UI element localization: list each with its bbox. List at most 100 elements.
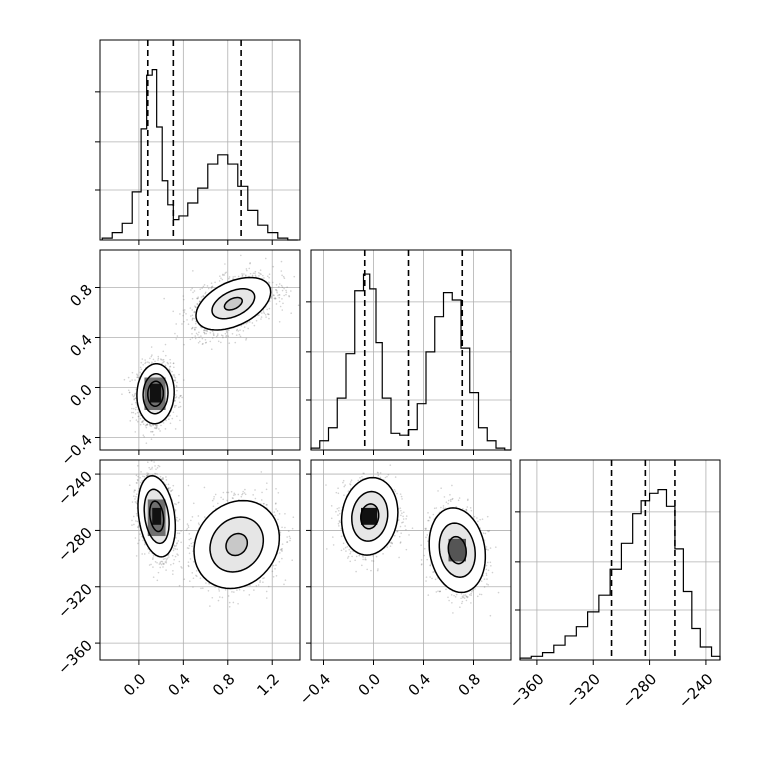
contour-line — [211, 288, 256, 320]
sample-point — [162, 478, 164, 481]
sample-point — [174, 508, 177, 511]
sample-point — [170, 563, 172, 566]
sample-point — [297, 304, 300, 307]
sample-point — [167, 488, 170, 491]
sample-point — [139, 366, 142, 369]
sample-point — [144, 359, 146, 361]
sample-point — [194, 305, 196, 307]
sample-point — [205, 332, 208, 335]
sample-point — [175, 542, 178, 545]
sample-point — [133, 523, 135, 526]
sample-point — [174, 376, 177, 379]
sample-point — [156, 473, 159, 475]
sample-point — [132, 407, 135, 410]
sample-point — [133, 491, 135, 493]
sample-point — [191, 297, 194, 300]
sample-point — [203, 331, 205, 333]
sample-point — [209, 340, 212, 343]
sample-point — [131, 403, 133, 406]
sample-point — [148, 362, 151, 364]
sample-point — [157, 571, 160, 574]
sample-point — [137, 415, 140, 418]
sample-point — [169, 365, 172, 368]
sample-point — [217, 333, 219, 335]
sample-point — [172, 362, 175, 365]
sample-point — [290, 312, 292, 314]
sample-point — [150, 460, 153, 462]
sample-point — [146, 423, 149, 426]
sample-point — [152, 558, 154, 561]
sample-point — [251, 322, 254, 324]
sample-point — [131, 519, 133, 522]
sample-point — [222, 335, 224, 337]
sample-point — [137, 464, 139, 467]
sample-point — [135, 555, 138, 557]
sample-point — [207, 287, 210, 290]
sample-point — [264, 257, 267, 260]
sample-point — [142, 423, 145, 425]
sample-point — [158, 465, 161, 468]
sample-point — [136, 376, 139, 378]
sample-point — [155, 426, 158, 428]
sample-point — [145, 452, 147, 454]
sample-point — [157, 359, 159, 361]
sample-point — [173, 400, 176, 402]
sample-point — [191, 326, 194, 329]
sample-point — [131, 416, 134, 419]
sample-point — [245, 274, 247, 276]
sample-point — [196, 303, 199, 306]
sample-point — [144, 361, 147, 364]
sample-point — [264, 313, 267, 316]
sample-point — [165, 479, 168, 481]
sample-point — [245, 339, 247, 341]
sample-point — [174, 428, 177, 430]
sample-point — [267, 281, 270, 283]
sample-point — [197, 333, 199, 336]
sample-point — [262, 311, 265, 313]
sample-point — [194, 327, 196, 329]
sample-point — [173, 366, 175, 369]
sample-point — [161, 560, 164, 563]
sample-point — [175, 404, 177, 407]
sample-point — [136, 478, 139, 481]
sample-point — [173, 374, 176, 376]
sample-point — [288, 294, 290, 297]
sample-point — [225, 334, 228, 337]
sample-point — [182, 295, 185, 297]
sample-point — [150, 451, 152, 453]
sample-point — [241, 275, 244, 277]
sample-point — [165, 476, 167, 478]
sample-point — [141, 421, 144, 423]
sample-point — [215, 335, 218, 338]
sample-point — [154, 427, 157, 429]
sample-point — [255, 319, 258, 322]
sample-point — [141, 358, 144, 360]
sample-point — [210, 287, 213, 289]
sample-point — [134, 498, 136, 500]
sample-point — [136, 373, 138, 376]
sample-point — [173, 544, 176, 547]
sample-point — [275, 283, 278, 286]
sample-point — [157, 464, 160, 467]
sample-point — [205, 329, 207, 332]
sample-point — [285, 289, 287, 292]
sample-point — [227, 335, 230, 337]
sample-point — [145, 442, 148, 444]
x-tick-label: −320 — [562, 670, 604, 712]
sample-point — [149, 357, 151, 360]
sample-point — [137, 542, 139, 545]
sample-point — [162, 361, 164, 364]
sample-point — [155, 427, 157, 430]
sample-point — [242, 490, 244, 493]
sample-point — [136, 411, 139, 414]
sample-point — [192, 586, 194, 588]
sample-point — [173, 558, 175, 561]
sample-point — [146, 474, 149, 477]
sample-point — [182, 314, 184, 317]
sample-point — [175, 323, 177, 325]
sample-point — [290, 290, 292, 292]
sample-point — [174, 379, 177, 381]
sample-point — [183, 320, 185, 323]
sample-point — [130, 411, 133, 414]
sample-point — [178, 406, 180, 409]
